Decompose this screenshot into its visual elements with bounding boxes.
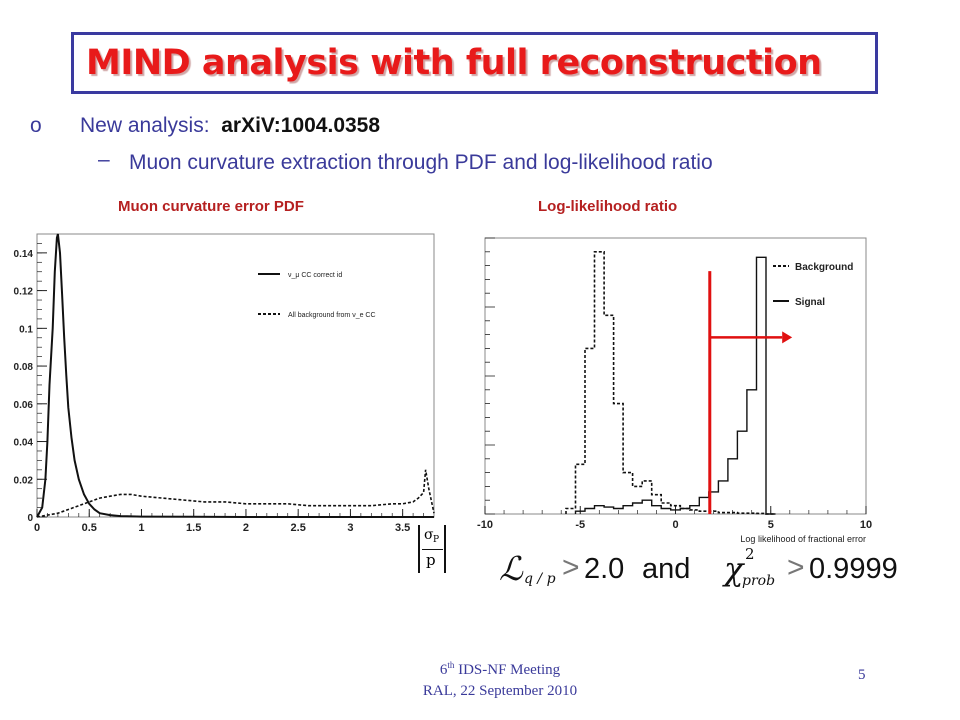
chart2-histogram-2 [574, 256, 776, 515]
chart2-xtick-label: 5 [768, 519, 774, 531]
chart2-cut-arrow-head [782, 331, 793, 344]
chart1-ytick-label: 0.04 [14, 438, 34, 449]
chi-subscript: prob [742, 573, 776, 589]
likelihood-cut-value: 2.0 [584, 553, 625, 585]
caption-log-likelihood: Log-likelihood ratio [538, 198, 678, 215]
arxiv-reference: arXiV:1004.0358 [221, 114, 381, 137]
chart1-ytick-label: 0.02 [14, 475, 34, 486]
chart1-xtick-label: 3.5 [395, 522, 410, 534]
title-box: MIND analysis with full reconstruction [71, 32, 878, 94]
chi-prob-cut-value: 0.9999 [809, 553, 898, 585]
page-number: 5 [858, 667, 866, 683]
chart2-xtick-label: -10 [477, 519, 493, 531]
fraction-numerator-sub: P [433, 535, 440, 545]
chart1-xtick-label: 2 [243, 522, 249, 534]
chart1-legend-label-2: All background from ν_e CC [288, 312, 376, 319]
chart1-ytick-label: 0.06 [14, 400, 34, 411]
sub-bullet-text: Muon curvature extraction through PDF an… [129, 151, 713, 174]
chart1-xtick-label: 2.5 [291, 522, 306, 534]
chi-superscript: 2 [745, 545, 755, 563]
chart2-xtick-label: 10 [860, 519, 872, 531]
chi-symbol: χ [724, 550, 744, 588]
chart1-xtick-label: 1 [138, 522, 144, 534]
footer-date: RAL, 22 September 2010 [422, 683, 578, 699]
chart2-xlabel: Log likelihood of fractional error [740, 534, 866, 544]
chart1-ytick-label: 0.1 [19, 324, 33, 335]
likelihood-symbol: ℒ [499, 549, 523, 588]
chart2-legend-label-1: Background [795, 262, 853, 273]
chart1-ytick-label: 0 [27, 513, 33, 524]
chart1-legend-label-1: ν_μ CC correct id [288, 272, 342, 279]
footer-meeting-name: IDS-NF Meeting [454, 662, 561, 678]
bullet-text: New analysis: [80, 114, 210, 137]
likelihood-subscript: q / p [524, 571, 556, 587]
chart2-frame [484, 237, 867, 515]
bullet-marker-dash: – [98, 148, 110, 171]
chart1-ytick-label: 0.08 [14, 362, 34, 373]
chart2-legend-label-2: Signal [795, 297, 825, 308]
chart-log-likelihood-ratio: -10 -5 0 5 10 Log likelihood of fractional er… [477, 237, 872, 544]
fraction-denominator: p [426, 551, 436, 569]
footer-number: 6 [439, 662, 448, 678]
axis-label-sigma-p-over-p: σ P p [418, 525, 446, 573]
greater-than-1: > [562, 551, 580, 584]
greater-than-2: > [787, 551, 805, 584]
footer-superscript: th [447, 660, 455, 670]
chart1-xtick-label: 0 [34, 522, 40, 534]
caption-curvature-pdf: Muon curvature error PDF [118, 198, 304, 215]
and-text: and [642, 553, 691, 585]
chart2-xtick-label: 0 [672, 519, 678, 531]
chart2-histogram-1 [565, 251, 776, 515]
chart1-series-line-1 [36, 233, 434, 518]
chart1-ytick-label: 0.12 [14, 287, 34, 298]
bullet-marker-o: o [30, 114, 42, 137]
chart1-frame [36, 233, 435, 518]
chart2-xtick-label: -5 [575, 519, 585, 531]
chart1-xtick-label: 0.5 [82, 522, 97, 534]
fraction-numerator: σ [424, 527, 434, 543]
footer-meeting: 6th IDS-NF Meeting RAL, 22 September 201… [385, 655, 615, 702]
chart1-xtick-label: 3 [347, 522, 353, 534]
chart-curvature-error-pdf: 0 0.02 0.04 0.06 0.08 0.1 0.12 0.14 0 0.5 1 1.5 2 2.5… [14, 233, 435, 534]
chart1-ytick-label: 0.14 [14, 249, 34, 260]
chart1-series-line-2 [36, 469, 435, 518]
slide-title: MIND analysis with full reconstruction [86, 43, 822, 83]
chart1-xtick-label: 1.5 [186, 522, 201, 534]
